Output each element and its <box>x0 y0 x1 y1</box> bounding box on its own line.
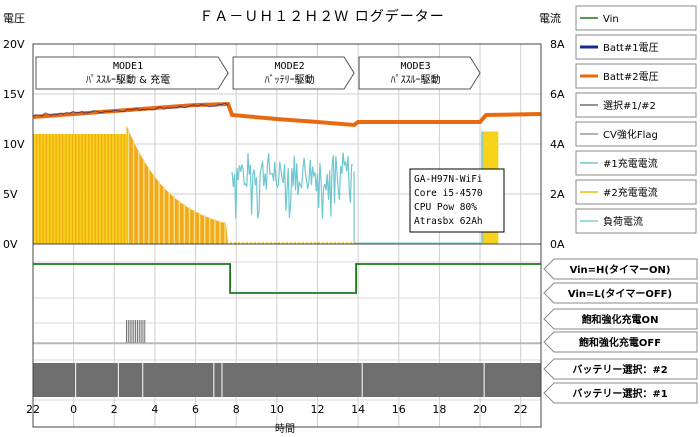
x-tick: 16 <box>392 403 406 416</box>
legend-label: Batt#1電圧 <box>603 42 659 54</box>
y-left-tick: 10V <box>3 138 25 151</box>
y-right-tick: 0A <box>550 238 565 251</box>
y-right-label: 電流 <box>539 11 561 25</box>
mode-sub: ﾊﾟｽｽﾙｰ駆動 <box>391 73 441 86</box>
series-batt2-voltage <box>32 101 542 128</box>
annotation-box: GA-H97N-WiFi Core i5-4570 CPU Pow 80% Atras… <box>409 168 505 233</box>
series-2-charge-taper <box>126 125 229 244</box>
mode-banner-1 <box>35 56 229 90</box>
legend-label: Batt#2電圧 <box>603 71 659 83</box>
x-tick: 18 <box>432 403 446 416</box>
mode-banner-2 <box>232 56 355 90</box>
y-right-tick: 4A <box>550 138 565 151</box>
state-label-box <box>543 358 698 380</box>
mode-sub: ﾊﾞｯﾃﾘｰ駆動 <box>265 73 315 86</box>
current-fill-area <box>33 125 499 244</box>
x-tick: 22 <box>514 403 528 416</box>
state-label-box <box>543 258 698 280</box>
y-left-tick: 20V <box>3 38 25 51</box>
legend-label: 選択#1/#2 <box>603 99 656 112</box>
annotation-line: Core i5-4570 <box>414 188 483 199</box>
y-right-tick: 2A <box>550 188 565 201</box>
legend-label: Vin <box>603 14 619 25</box>
annotation-frame <box>409 168 505 233</box>
x-tick: 12 <box>310 403 324 416</box>
state-label: バッテリー選択：#2 <box>572 363 667 376</box>
series-1-charge-current <box>231 152 354 219</box>
legend-label: CV強化Flag <box>603 128 658 141</box>
state-label-box <box>543 331 698 353</box>
series-batt1-voltage <box>32 102 229 117</box>
plot-frame <box>32 43 542 428</box>
legend-label: #2充電電流 <box>603 186 658 199</box>
mode-label: MODE2 <box>275 61 305 72</box>
state-label: 飽和強化充電OFF <box>578 336 661 349</box>
x-tick: 2 <box>111 403 118 416</box>
y-left-tick: 5V <box>3 188 18 201</box>
state-labels: Vin=H(タイマーON) Vin=L(タイマーOFF) 飽和強化充電ON 飽和強化充… <box>543 258 698 404</box>
x-tick: 14 <box>351 403 365 416</box>
x-tick: 22 <box>26 403 40 416</box>
annotation-line: CPU Pow 80% <box>414 202 477 213</box>
x-tick: 8 <box>233 403 240 416</box>
vin-timer-line <box>33 263 541 294</box>
y-left-label: 電圧 <box>3 12 25 25</box>
mode-label: MODE3 <box>401 61 431 72</box>
legend-label: #1充電電流 <box>603 157 658 170</box>
y-right-tick: 8A <box>550 38 565 51</box>
titles: ＦＡ－ＵＨ１２Ｈ２Ｗ ログデーター <box>199 8 444 25</box>
x-axis-label: 時間 <box>275 423 295 435</box>
mode-label: MODE1 <box>113 61 143 72</box>
digital-rows <box>33 263 541 397</box>
annotation-line: GA-H97N-WiFi <box>414 174 483 185</box>
state-label: 飽和強化充電ON <box>581 313 659 326</box>
state-label-box <box>543 282 698 304</box>
mode-sub: ﾊﾟｽｽﾙｰ駆動 & 充電 <box>86 73 170 86</box>
battery-select-band <box>33 363 541 397</box>
x-tick: 10 <box>270 403 284 416</box>
x-tick: 4 <box>151 403 158 416</box>
y-left-tick: 15V <box>3 88 25 101</box>
mode-banner-3 <box>358 56 481 90</box>
y-right-tick: 6A <box>550 88 565 101</box>
series-lines <box>32 101 542 244</box>
x-tick: 20 <box>473 403 487 416</box>
x-tick: 6 <box>192 403 199 416</box>
axes: 20V 8A 15V 6A 10V 4A 5V 2A 0V 0A 22 0 2 4 6 8 10 12 14 16 18… <box>3 11 565 435</box>
state-label-box <box>543 382 698 404</box>
state-label-box <box>543 308 698 330</box>
x-tick: 0 <box>70 403 77 416</box>
y-left-tick: 0V <box>3 238 18 251</box>
legend-label: 負荷電流 <box>603 215 643 228</box>
state-label: Vin=L(タイマーOFF) <box>568 288 672 300</box>
state-label: Vin=H(タイマーON) <box>570 264 671 276</box>
state-label: バッテリー選択：#1 <box>572 387 667 400</box>
annotation-line: Atrasbx 62Ah <box>414 216 483 227</box>
chart-title: ＦＡ－ＵＨ１２Ｈ２Ｗ ログデーター <box>199 8 444 25</box>
